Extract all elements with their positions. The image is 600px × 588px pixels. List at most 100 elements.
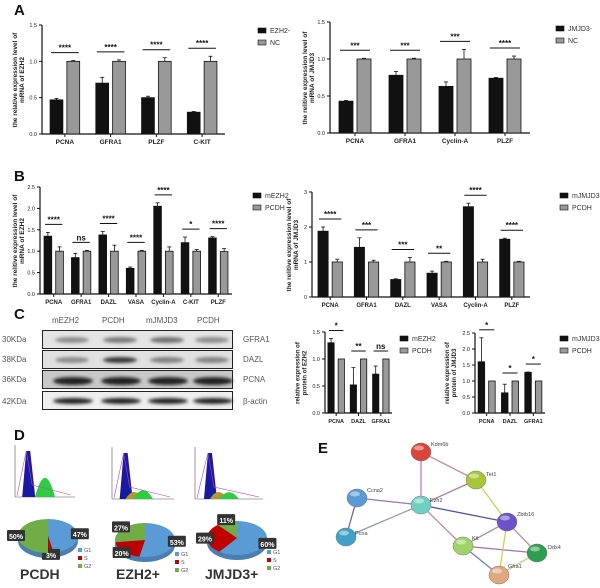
bar-mEZH2 xyxy=(98,234,107,295)
y-tick-label: 1.5 xyxy=(29,23,37,29)
y-tick-label: 0.0 xyxy=(462,411,470,417)
network-node[interactable] xyxy=(488,565,510,585)
bar-mEZH2 xyxy=(349,384,357,414)
x-tick-label: Cyclin-A xyxy=(151,300,176,306)
legend-swatch xyxy=(559,347,569,354)
bar-JMJD3- xyxy=(338,100,354,134)
bar-mJMJD3 xyxy=(390,279,402,298)
blot-protein: PCNA xyxy=(243,375,266,384)
network-node[interactable] xyxy=(346,488,368,508)
legend-swatch xyxy=(399,335,409,342)
legend-swatch xyxy=(257,27,267,34)
significance-label: ns xyxy=(376,342,386,351)
significance-label: **** xyxy=(102,215,115,224)
x-tick-label: PCNA xyxy=(479,419,495,425)
bar-PCDH xyxy=(511,380,519,414)
bar-PCDH xyxy=(368,261,380,298)
bar-mJMJD3 xyxy=(499,238,511,298)
blot-col-header: mEZH2 xyxy=(52,316,80,325)
legend-label: G1 xyxy=(84,548,91,554)
pie-percent-label: 27% xyxy=(114,525,129,532)
bar-PCDH xyxy=(219,251,229,295)
x-tick-label: VASA xyxy=(431,303,448,309)
x-tick-label: C-KIT xyxy=(183,300,199,306)
y-tick-label: 0.5 xyxy=(317,94,325,100)
pie-title: PCDH xyxy=(20,566,60,582)
y-tick-label: 0.5 xyxy=(462,395,470,401)
significance-label: **** xyxy=(499,39,512,48)
network-node[interactable] xyxy=(526,543,548,563)
network-node[interactable] xyxy=(465,470,487,490)
bar-NC xyxy=(456,58,472,134)
bar-PCDH xyxy=(192,250,201,295)
network-node[interactable] xyxy=(410,442,432,462)
x-tick-label: DAZL xyxy=(395,303,411,309)
network-node[interactable] xyxy=(452,536,474,556)
bar-PCDH xyxy=(137,250,147,295)
bar-EZH2- xyxy=(95,82,110,135)
blot-row-dazl xyxy=(42,350,233,369)
legend-label: G1 xyxy=(181,552,188,558)
bar-PCDH xyxy=(110,250,119,295)
bar-PCDH xyxy=(404,261,416,298)
network-node-label: Tet1 xyxy=(486,472,496,478)
legend-label: S xyxy=(273,558,277,564)
y-tick-label: 2.5 xyxy=(27,185,35,191)
y-axis-label: the relative expression level of mRNA of… xyxy=(11,32,27,127)
significance-label: *** xyxy=(362,221,372,230)
network-node[interactable] xyxy=(496,512,518,532)
bar-chart-A-right: 0.0 0.5 1.0 1.5 PCNA *** GFRA1 *** Cyclin-A *** PL… xyxy=(317,20,592,145)
legend-label: NC xyxy=(568,38,578,45)
blot-row-gfra1 xyxy=(42,330,233,349)
blot-row-pcna xyxy=(42,370,233,389)
y-tick-label: 0.5 xyxy=(312,384,320,390)
significance-label: *** xyxy=(400,41,410,50)
legend-label: G2 xyxy=(84,564,91,570)
network-node[interactable] xyxy=(410,495,432,515)
bar-PCDH xyxy=(440,261,452,298)
network-node-label: Ccna2 xyxy=(367,488,383,494)
y-axis-label: relative expression of protein of EZH2 xyxy=(294,341,309,404)
legend-swatch xyxy=(78,564,82,568)
bar-JMJD3- xyxy=(488,77,504,134)
bar-PCDH xyxy=(360,358,368,414)
bar-chart-C-right: 0.0 0.5 1.0 1.5 2.0 2.5 PCNA * DAZL * GFRA1 * mJMJD3… xyxy=(462,321,599,425)
blot-size: 42KDa xyxy=(2,397,27,406)
panel-label-e: E xyxy=(318,440,329,457)
bar-chart-B-right: 0 1 2 3 PCNA **** GFRA1 *** DAZL *** VASA ** Cyclin-… xyxy=(304,186,600,309)
legend-swatch xyxy=(252,192,262,199)
y-axis-label: the relitive expression level of mRNA of… xyxy=(11,194,27,287)
pie-percent-label: 47% xyxy=(73,532,88,539)
y-tick-label: 2.0 xyxy=(462,347,470,353)
g1-peak xyxy=(119,453,133,499)
network-node[interactable] xyxy=(335,527,357,547)
significance-label: **** xyxy=(150,41,163,50)
significance-label: *** xyxy=(450,32,460,41)
bar-JMJD3- xyxy=(388,74,404,134)
y-tick-label: 0.0 xyxy=(27,292,35,298)
bar-NC xyxy=(203,60,218,135)
legend-label: PCDH xyxy=(412,348,432,355)
bar-PCDH xyxy=(55,250,64,295)
y-axis-label: the relitive expression level of mRNA of… xyxy=(285,198,301,291)
bar-PCDH xyxy=(331,261,343,298)
pie-slice-G2 xyxy=(18,519,48,553)
y-tick-label: 2.5 xyxy=(462,331,470,337)
pie-percent-label: 50% xyxy=(9,534,24,541)
network-edge xyxy=(462,545,538,554)
pie-title: JMJD3+ xyxy=(205,566,259,582)
x-tick-label: GFRA1 xyxy=(372,419,391,425)
pie-PCDH: 47% 3% 50% G1 S G2 xyxy=(7,519,91,570)
legend-label: S xyxy=(181,560,185,566)
significance-label: * xyxy=(189,220,193,229)
significance-label: **** xyxy=(324,210,337,219)
bar-chart-A-left: 0.0 0.5 1.0 1.5 PCNA **** GFRA1 **** PLZF **** C-K… xyxy=(29,23,291,146)
network-node-label: Ddx4 xyxy=(548,545,561,551)
legend-label: G2 xyxy=(181,568,188,574)
significance-label: **** xyxy=(469,186,482,195)
y-tick-label: 1 xyxy=(304,260,307,266)
significance-label: **** xyxy=(212,220,225,229)
x-tick-label: PCNA xyxy=(346,138,365,145)
bar-mJMJD3 xyxy=(477,361,486,414)
